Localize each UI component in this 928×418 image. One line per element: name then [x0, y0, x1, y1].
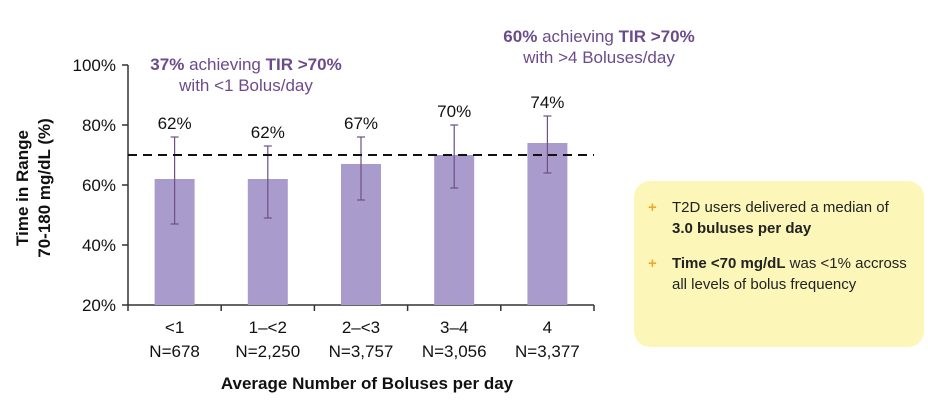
callout-left-tir: TIR >70%: [265, 55, 342, 74]
x-category-label: 2–<3: [342, 318, 380, 337]
x-category-label: <1: [165, 318, 184, 337]
bar-value-label: 62%: [251, 123, 285, 142]
callout-left-mid: achieving: [189, 55, 261, 74]
x-axis-label: Average Number of Boluses per day: [221, 374, 514, 393]
info-item-hypo-text: Time <70 mg/dL was <1% accross all level…: [672, 253, 912, 295]
callout-left-pct: 37%: [150, 55, 185, 74]
callout-right-line2: with >4 Boluses/day: [523, 48, 675, 67]
info-box: + T2D users delivered a median of 3.0 bu…: [634, 181, 924, 347]
x-category-label: 4: [543, 318, 552, 337]
callout-left: 37% achieving TIR >70% with <1 Bolus/day: [128, 54, 364, 96]
x-category-count: N=3,377: [515, 342, 580, 361]
bullet-icon: +: [648, 199, 657, 216]
y-tick-label: 40%: [82, 236, 116, 255]
info-item-hypo-post: was <1% accross all levels of bolus freq…: [672, 255, 907, 293]
info-item-median-pre: T2D users delivered a median of: [672, 199, 889, 216]
bullet-icon: +: [648, 255, 657, 272]
y-axis-label-line2: 70-180 mg/dL (%): [35, 118, 54, 258]
x-category-label: 3–4: [440, 318, 468, 337]
callout-right-pct: 60%: [503, 27, 538, 46]
y-tick-label: 20%: [82, 296, 116, 315]
x-category-count: N=2,250: [235, 342, 300, 361]
bar-value-label: 62%: [158, 114, 192, 133]
info-item-median-text: T2D users delivered a median of 3.0 bulu…: [672, 197, 912, 239]
info-item-hypo: + Time <70 mg/dL was <1% accross all lev…: [648, 253, 912, 295]
info-item-hypo-bold: Time <70 mg/dL: [672, 255, 786, 272]
y-tick-label: 100%: [73, 56, 116, 75]
info-item-median: + T2D users delivered a median of 3.0 bu…: [648, 197, 912, 239]
x-category-count: N=3,757: [329, 342, 394, 361]
callout-left-line1: 37% achieving TIR >70%: [128, 54, 364, 75]
x-category-label: 1–<2: [249, 318, 287, 337]
info-item-median-bold: 3.0 buluses per day: [672, 220, 812, 237]
y-tick-label: 60%: [82, 176, 116, 195]
x-category-count: N=3,056: [422, 342, 487, 361]
y-axis-label-line1: Time in Range: [13, 130, 32, 246]
y-tick-label: 80%: [82, 116, 116, 135]
callout-right-line1: 60% achieving TIR >70%: [474, 26, 724, 47]
callout-left-line2: with <1 Bolus/day: [179, 76, 313, 95]
callout-right-mid: achieving: [542, 27, 614, 46]
bar-value-label: 74%: [530, 93, 564, 112]
bar-value-label: 67%: [344, 114, 378, 133]
callout-right-tir: TIR >70%: [618, 27, 695, 46]
bar-value-label: 70%: [437, 102, 471, 121]
callout-right: 60% achieving TIR >70% with >4 Boluses/d…: [474, 26, 724, 68]
x-category-count: N=678: [149, 342, 200, 361]
